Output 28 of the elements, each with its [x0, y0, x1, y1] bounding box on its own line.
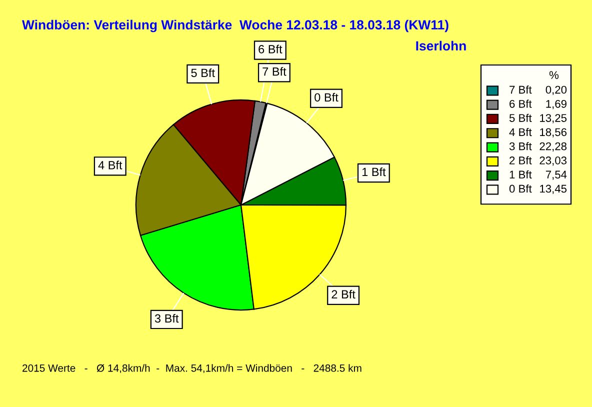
text: 2015 Werte - Ø 14,8km/h - Max. 54,1km/h = Windböen - 2488.5 km [22, 364, 362, 374]
legend-title: % [549, 71, 559, 79]
slice-label: 4 Bft [98, 160, 122, 170]
slice-label: 3 Bft [154, 314, 179, 323]
legend-label: 6 Bft [510, 100, 532, 108]
slice-label: 0 Bft [314, 92, 338, 102]
data-label: 13,25 [540, 114, 567, 124]
legend-label: 7 Bft [510, 86, 532, 94]
slice-label: 7 Bft [262, 67, 286, 76]
data-label: 1,69 [546, 100, 566, 110]
data-label: 18,56 [540, 128, 567, 138]
slice-label: 5 Bft [191, 68, 215, 78]
data-label: 22,28 [540, 142, 567, 152]
legend-label: 2 Bft [510, 156, 532, 164]
slice-label: 1 Bft [362, 167, 386, 176]
chart-title: Windböen: Verteilung Windstärke Woche 12.03.18 - 18.03.18 (KW11) [22, 20, 448, 32]
legend-label: 1 Bft [510, 170, 532, 178]
data-label: 13,45 [540, 184, 567, 194]
slice-label: 2 Bft [332, 290, 356, 299]
legend-label: 4 Bft [509, 128, 532, 136]
data-label: 0,20 [546, 86, 567, 95]
chart-subtitle: Iserlohn [416, 40, 466, 51]
slice-label: 6 Bft [258, 44, 282, 54]
data-label: 23,03 [540, 156, 567, 166]
data-label: 7,54 [546, 170, 567, 180]
legend-label: 5 Bft [509, 114, 532, 122]
legend-label: 0 Bft [509, 184, 532, 193]
legend-label: 3 Bft [509, 142, 532, 150]
